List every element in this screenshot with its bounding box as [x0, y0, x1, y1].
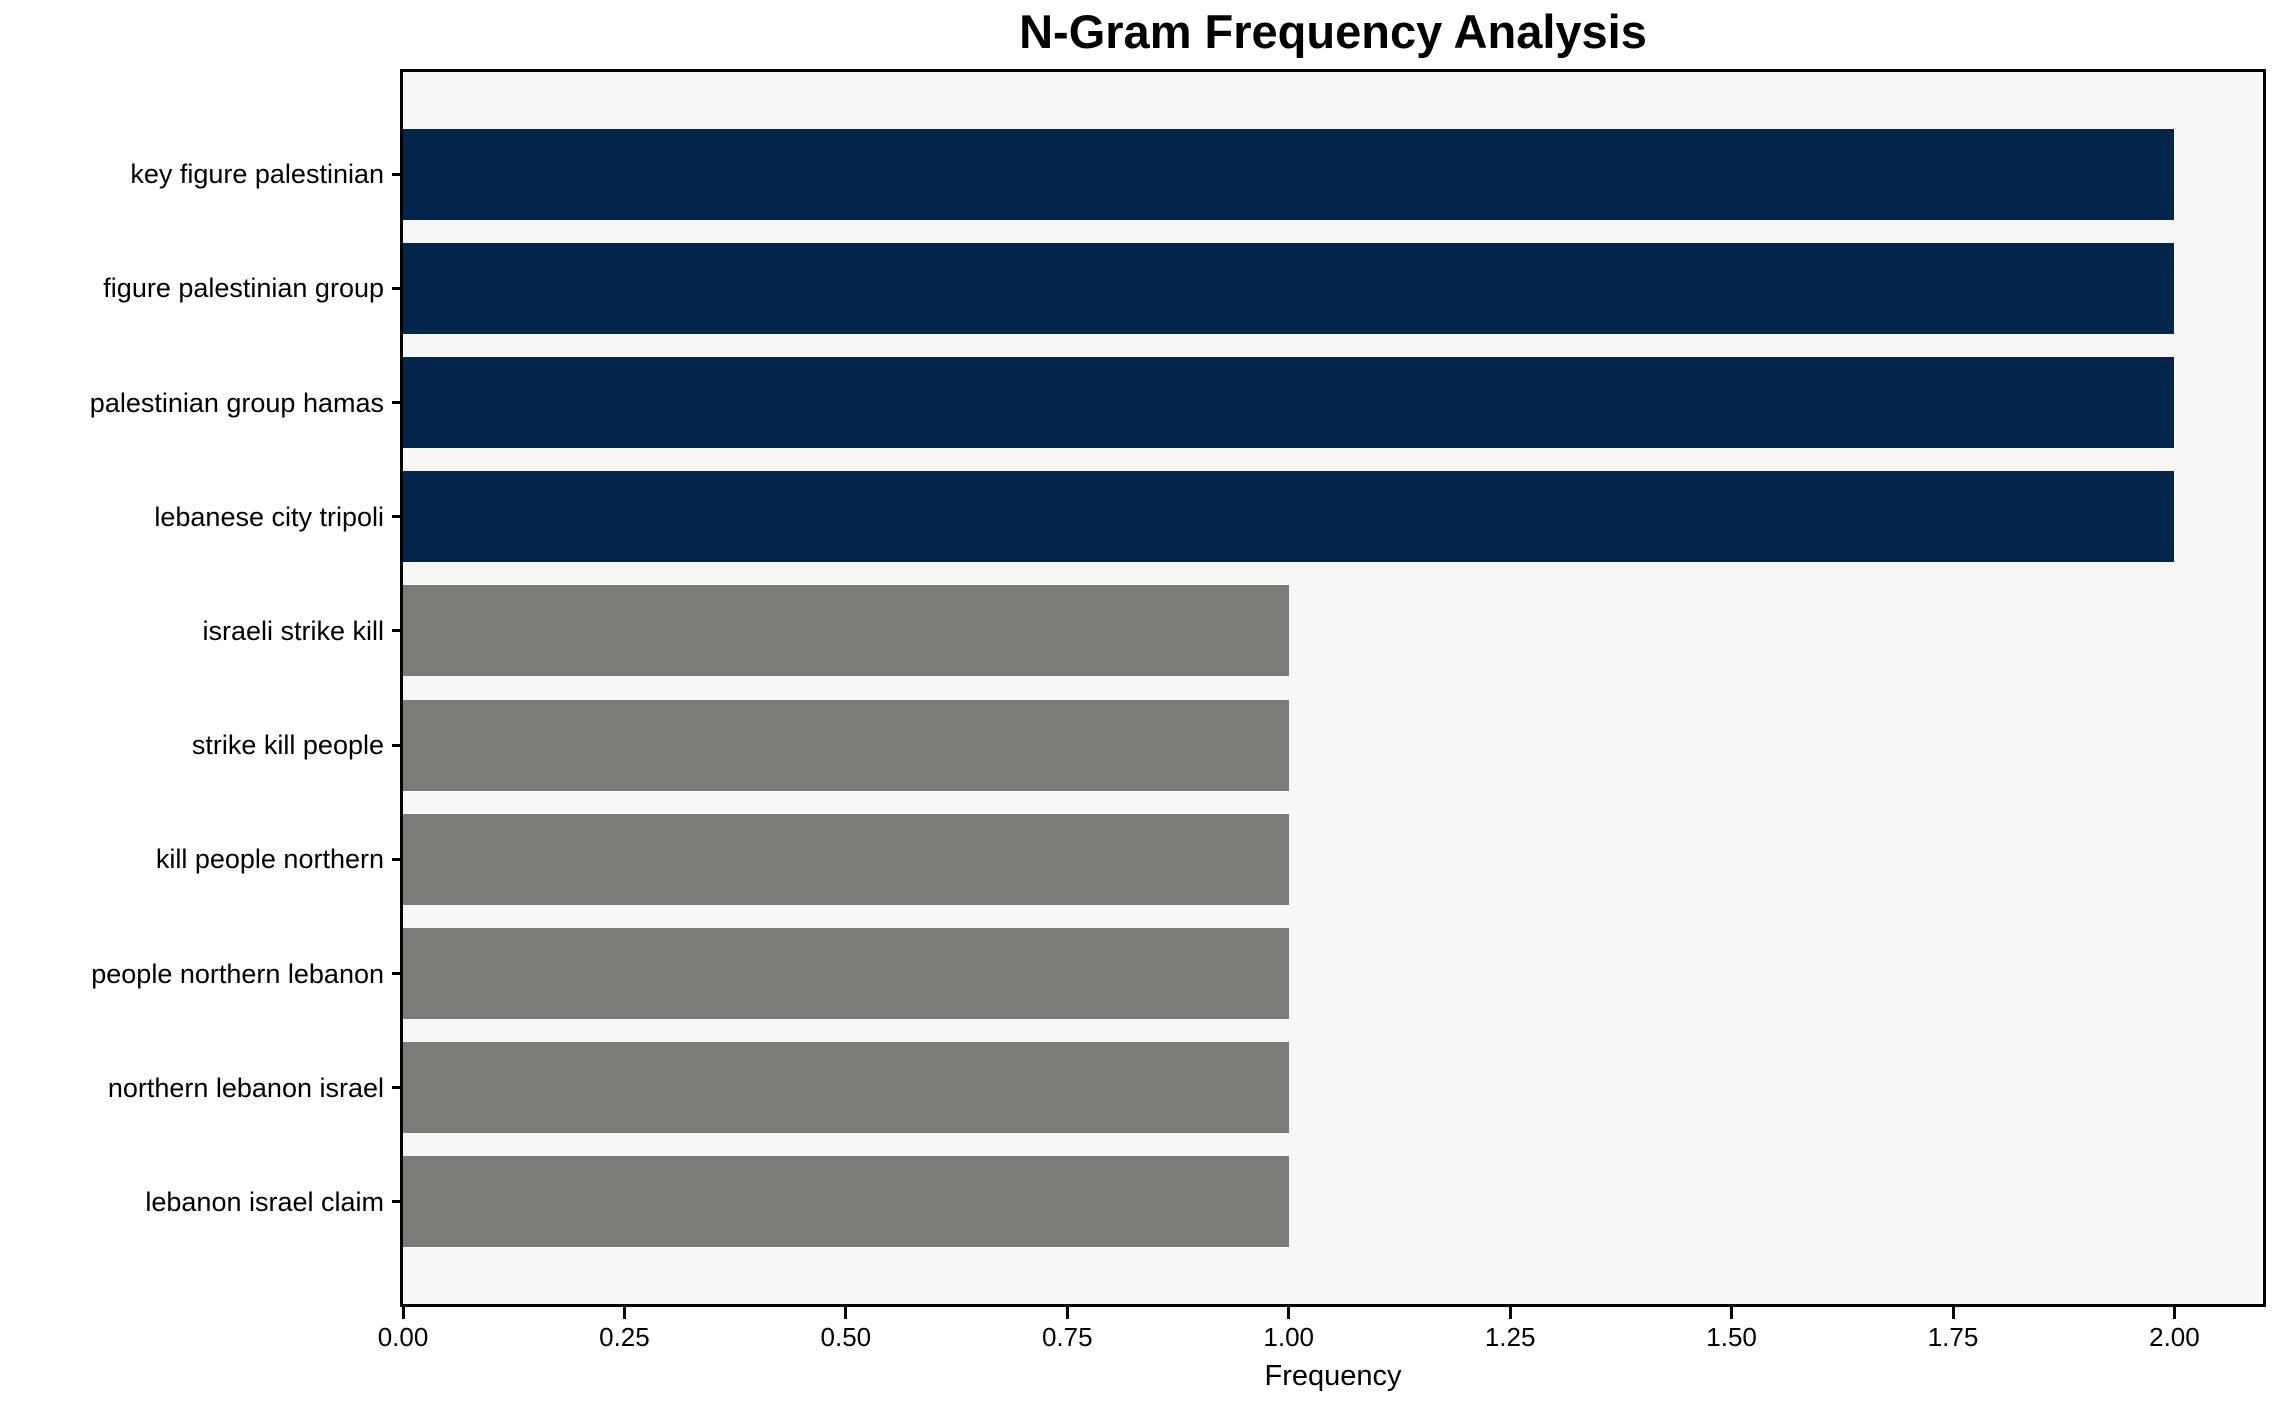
bar-row: [403, 117, 2263, 231]
x-tick-mark: [1065, 1307, 1069, 1319]
x-tick-mark: [1287, 1307, 1291, 1319]
y-tick-label: lebanon israel claim: [145, 1186, 384, 1217]
bar: [403, 128, 2175, 220]
bar: [403, 699, 1289, 791]
x-tick-label: 0.25: [599, 1322, 650, 1352]
y-tick-mark: [392, 515, 403, 519]
y-tick-label: lebanese city tripoli: [154, 501, 384, 532]
x-tick-label: 0.75: [1041, 1322, 1093, 1352]
x-tick-mark: [844, 1307, 848, 1319]
x-tick-label: 2.00: [2149, 1322, 2200, 1352]
x-axis-label: Frequency: [1264, 1360, 1402, 1392]
bar: [403, 1042, 1289, 1134]
x-tick-label: 1.25: [1484, 1322, 1536, 1352]
bar-row: [403, 688, 2263, 802]
bar-row: [403, 1031, 2263, 1145]
bar: [403, 471, 2175, 563]
bar: [403, 928, 1289, 1020]
bar-row: [403, 1145, 2263, 1259]
x-tick-mark: [1730, 1307, 1734, 1319]
x-tick-mark: [2172, 1307, 2176, 1319]
bar-row: [403, 345, 2263, 459]
bar-row: [403, 916, 2263, 1030]
bars-container: [403, 72, 2263, 1304]
bar: [403, 1156, 1289, 1248]
bar: [403, 585, 1289, 677]
y-tick-mark: [392, 401, 403, 404]
x-tick-mark: [1508, 1307, 1512, 1319]
x-tick-mark: [401, 1307, 405, 1319]
x-tick-label: 1.00: [1263, 1322, 1315, 1352]
bar: [403, 813, 1289, 905]
x-tick-label: 1.50: [1706, 1322, 1757, 1352]
y-tick-label: people northern lebanon: [91, 958, 384, 989]
y-tick-mark: [392, 286, 403, 290]
y-tick-mark: [392, 1200, 403, 1204]
y-tick-mark: [392, 743, 403, 747]
y-tick-label: kill people northern: [155, 844, 384, 875]
y-tick-label: figure palestinian group: [103, 273, 384, 304]
bar-row: [403, 460, 2263, 574]
y-tick-mark: [392, 972, 403, 975]
chart-title: N-Gram Frequency Analysis: [1019, 5, 1647, 58]
x-tick-mark: [1951, 1307, 1955, 1319]
y-tick-label: israeli strike kill: [202, 615, 384, 646]
y-tick-mark: [392, 1086, 403, 1090]
x-tick-label: 0.00: [377, 1322, 429, 1352]
bar-row: [403, 802, 2263, 916]
plot-area: [400, 69, 2266, 1307]
y-tick-label: strike kill people: [191, 730, 384, 761]
y-tick-mark: [392, 172, 403, 176]
x-tick-label: 0.50: [820, 1322, 872, 1352]
y-tick-mark: [392, 857, 403, 861]
x-tick-mark: [622, 1307, 626, 1319]
x-tick-label: 1.75: [1927, 1322, 1979, 1352]
y-tick-label: northern lebanon israel: [107, 1072, 384, 1103]
bar-row: [403, 574, 2263, 688]
y-tick-label: palestinian group hamas: [89, 387, 384, 418]
bar: [403, 242, 2175, 334]
bar-row: [403, 231, 2263, 345]
y-tick-mark: [392, 629, 403, 633]
bar: [403, 357, 2175, 448]
y-tick-label: key figure palestinian: [130, 159, 384, 190]
